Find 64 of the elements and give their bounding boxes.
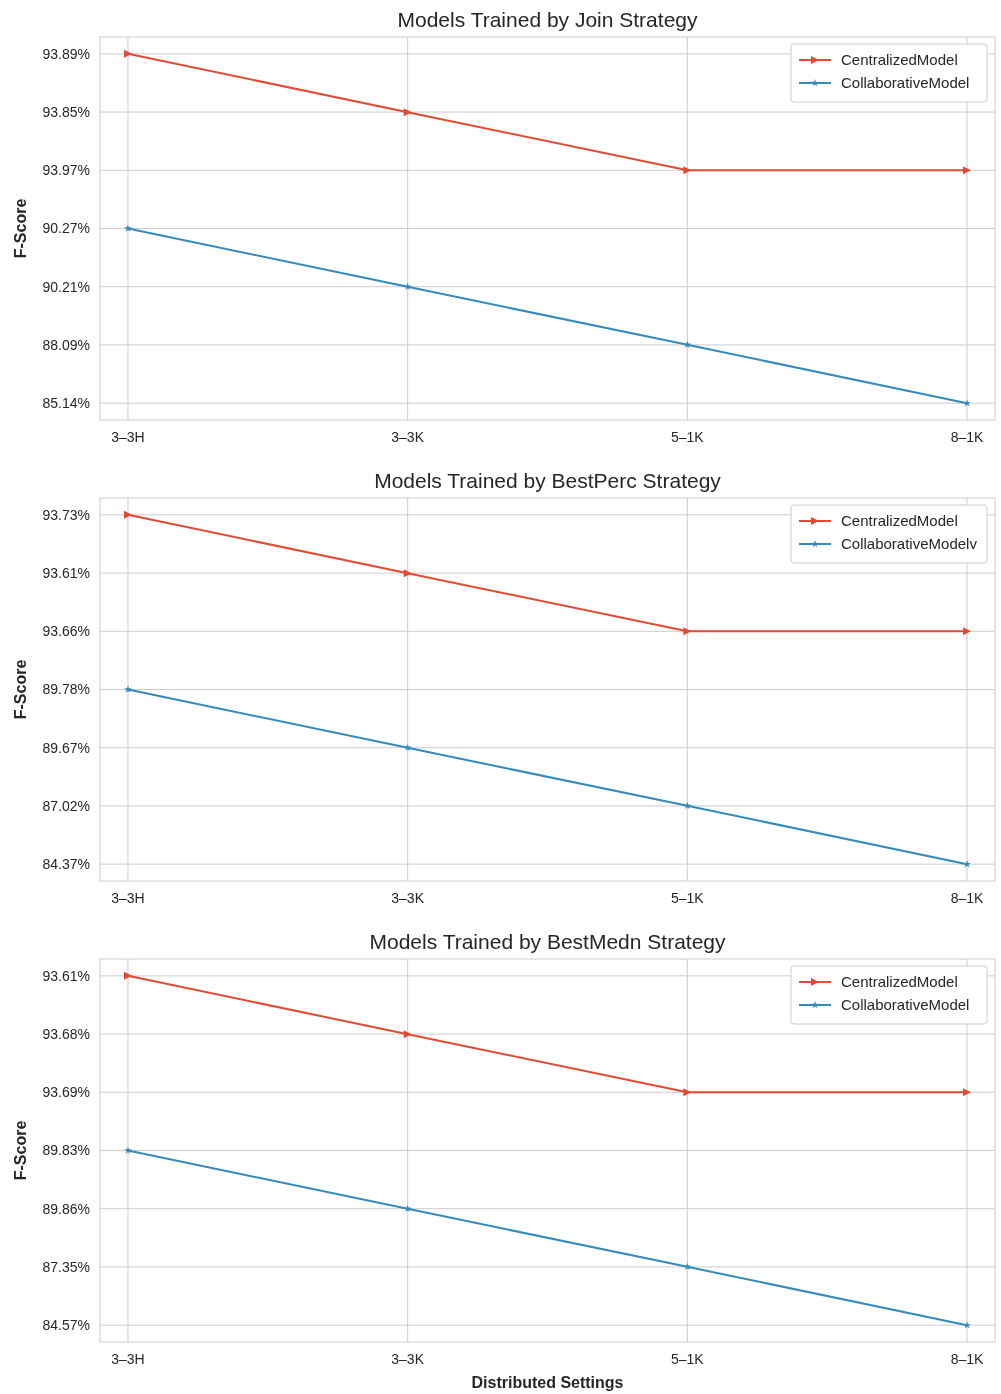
point: [963, 1321, 971, 1329]
text: 84.37%: [42, 856, 90, 873]
point: [123, 510, 132, 519]
legend-label: CollaborativeModelv: [841, 535, 978, 553]
point: [123, 49, 132, 58]
point: [683, 1088, 692, 1097]
chart-title: Models Trained by BestPerc Strategy: [374, 469, 722, 492]
point: [683, 166, 692, 175]
x-tick-label: 8–1K: [950, 1351, 985, 1367]
text: 93.97%: [42, 162, 90, 179]
x-tick-label: 3–3H: [111, 890, 145, 906]
text: 93.66%: [42, 623, 90, 640]
text: 93.61%: [42, 967, 90, 984]
text: 89.67%: [42, 739, 90, 756]
legend-label: CentralizedModel: [841, 512, 958, 530]
text: 87.02%: [42, 797, 90, 814]
text: 90.21%: [42, 278, 90, 295]
point: [963, 166, 972, 175]
text: 93.85%: [42, 103, 90, 120]
text: 89.86%: [42, 1200, 90, 1217]
x-tick-label: 8–1K: [950, 429, 985, 445]
point: [123, 971, 132, 980]
x-tick-label: 8–1K: [950, 890, 985, 906]
point: [683, 340, 692, 349]
x-tick-label: 3–3H: [111, 1351, 145, 1367]
text: 89.78%: [42, 681, 90, 698]
text: 90.27%: [42, 220, 90, 237]
legend-label: CentralizedModel: [841, 973, 958, 991]
chart-title: Models Trained by Join Strategy: [397, 8, 698, 31]
legend-label: CentralizedModel: [841, 51, 958, 69]
point: [963, 627, 972, 636]
point: [963, 399, 971, 407]
point: [683, 1262, 692, 1271]
point: [124, 1146, 132, 1154]
x-tick-label: 5–1K: [670, 1351, 705, 1367]
text: 93.61%: [42, 564, 90, 581]
text: 87.35%: [42, 1258, 90, 1275]
text: 93.89%: [42, 45, 90, 62]
x-tick-label: 3–3K: [391, 429, 425, 445]
point: [124, 685, 132, 693]
point: [963, 1088, 972, 1097]
legend-label: CollaborativeModel: [841, 996, 970, 1014]
x-tick-label: 3–3K: [391, 890, 425, 906]
x-tick-label: 3–3H: [111, 429, 145, 445]
x-axis-title: Distributed Settings: [471, 1374, 624, 1391]
x-tick-label: 5–1K: [670, 890, 705, 906]
y-axis-title: F-Score: [12, 1120, 29, 1181]
legend-label: CollaborativeModel: [841, 74, 970, 92]
text: 84.57%: [42, 1317, 90, 1334]
x-tick-label: 5–1K: [670, 429, 705, 445]
text: 88.09%: [42, 336, 90, 353]
text: 85.14%: [42, 395, 90, 412]
y-axis-title: F-Score: [12, 659, 29, 720]
point: [683, 627, 692, 636]
text: 93.73%: [42, 506, 90, 523]
point: [124, 224, 132, 232]
y-axis-title: F-Score: [12, 198, 29, 259]
text: 93.68%: [42, 1025, 90, 1042]
chart-title: Models Trained by BestMedn Strategy: [369, 930, 727, 953]
text: 93.69%: [42, 1084, 90, 1101]
text: 89.83%: [42, 1142, 90, 1159]
point: [683, 801, 692, 810]
point: [963, 860, 971, 868]
x-tick-label: 3–3K: [391, 1351, 425, 1367]
